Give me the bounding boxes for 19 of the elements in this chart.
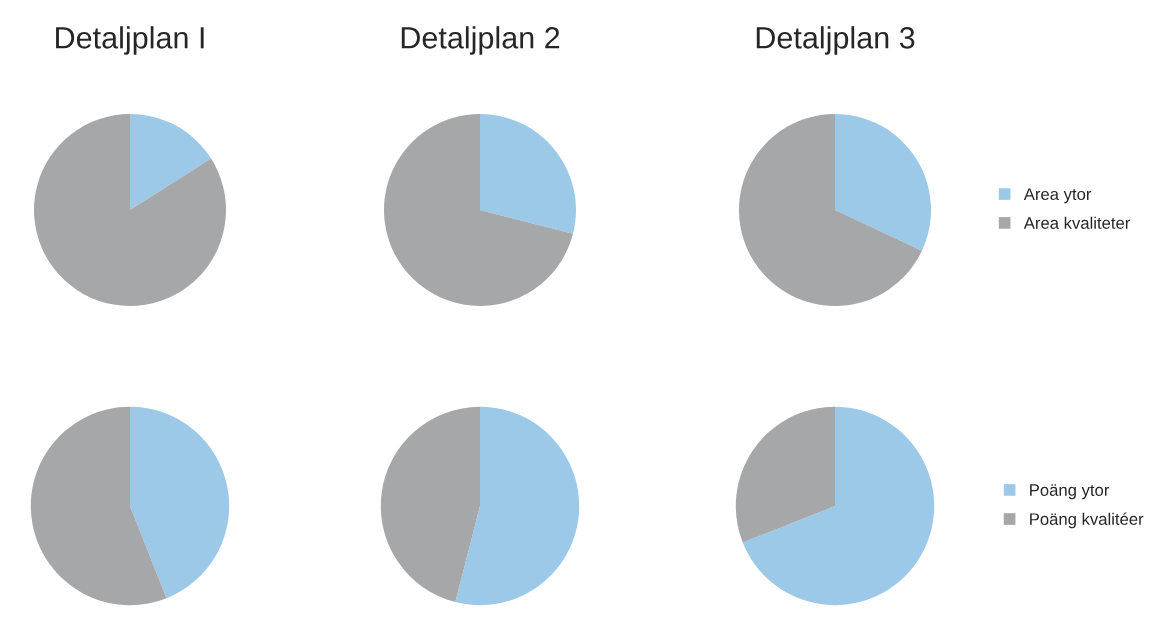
pie-slice (130, 406, 230, 599)
legend-label: Area ytor (1023, 188, 1092, 204)
pie-slice (30, 406, 167, 606)
pie-slice (455, 406, 580, 606)
chart-title: Detaljplan I (56, 26, 204, 55)
pie-slice (384, 114, 573, 306)
pie-slice (380, 406, 480, 603)
pie-slice (480, 114, 576, 234)
pie-slice (739, 114, 922, 306)
legend-label: Poäng kvalitéer (1030, 512, 1144, 529)
pie-slice (742, 406, 935, 606)
legend-label: Poäng ytor (1030, 484, 1110, 500)
pie-slice (835, 114, 931, 251)
chart-title: Detaljplan 2 (401, 26, 560, 55)
pie-slice (130, 114, 212, 210)
legend-label: Area kvaliteter (1023, 216, 1131, 229)
chart-title: Detaljplan 3 (756, 26, 915, 55)
pie-slice (34, 114, 226, 306)
pie-slice (735, 406, 835, 543)
